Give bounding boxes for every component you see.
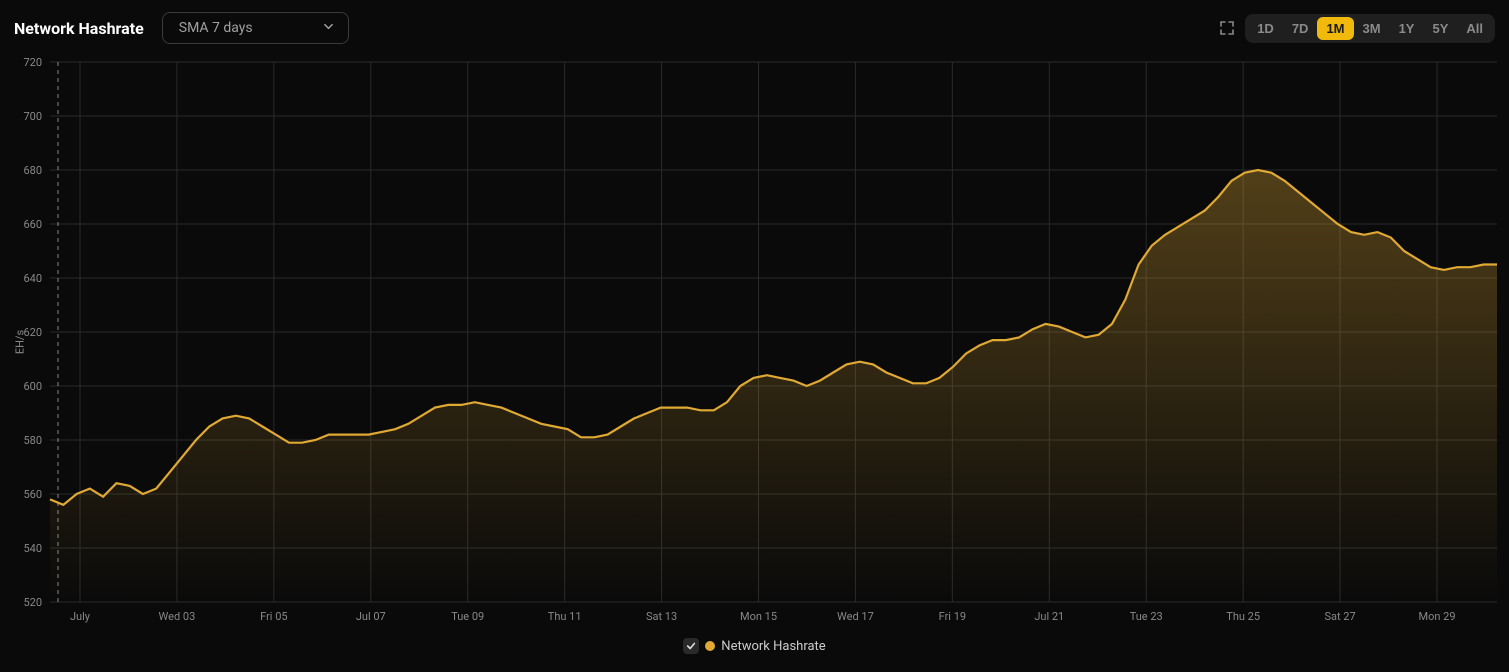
svg-text:600: 600 — [23, 380, 42, 393]
range-button-all[interactable]: All — [1457, 17, 1492, 40]
svg-text:Jul 07: Jul 07 — [356, 610, 386, 623]
svg-text:520: 520 — [23, 596, 42, 609]
chart-title: Network Hashrate — [14, 19, 144, 38]
chart-legend: Network Hashrate — [0, 632, 1509, 654]
header-left: Network Hashrate SMA 7 days — [14, 12, 349, 44]
svg-text:Sat 27: Sat 27 — [1324, 610, 1355, 623]
dropdown-selected-label: SMA 7 days — [179, 20, 253, 36]
y-axis-title: EH/s — [14, 330, 27, 354]
svg-text:Sat 13: Sat 13 — [646, 610, 677, 623]
range-button-1m[interactable]: 1M — [1317, 17, 1353, 40]
chart-area: EH/s 520540560580600620640660680700720Ju… — [0, 52, 1509, 632]
svg-text:680: 680 — [23, 164, 42, 177]
svg-text:Tue 23: Tue 23 — [1130, 610, 1163, 623]
svg-text:Mon 29: Mon 29 — [1418, 610, 1455, 623]
svg-text:700: 700 — [23, 110, 42, 123]
header-right: 1D7D1M3M1Y5YAll — [1215, 14, 1495, 43]
range-button-3m[interactable]: 3M — [1354, 17, 1390, 40]
legend-checkbox[interactable] — [683, 638, 699, 654]
svg-text:Wed 17: Wed 17 — [837, 610, 874, 623]
svg-text:720: 720 — [23, 56, 42, 69]
svg-text:640: 640 — [23, 272, 42, 285]
range-button-1d[interactable]: 1D — [1248, 17, 1283, 40]
svg-text:Fri 05: Fri 05 — [260, 610, 287, 623]
svg-text:560: 560 — [23, 488, 42, 501]
svg-text:Tue 09: Tue 09 — [451, 610, 484, 623]
sma-dropdown[interactable]: SMA 7 days — [162, 12, 349, 44]
hashrate-chart-svg: 520540560580600620640660680700720JulyWed… — [0, 52, 1509, 632]
svg-text:Fri 19: Fri 19 — [939, 610, 966, 623]
legend-color-dot — [705, 641, 715, 651]
svg-text:Mon 15: Mon 15 — [740, 610, 777, 623]
svg-text:Thu 11: Thu 11 — [548, 610, 582, 623]
time-range-group: 1D7D1M3M1Y5YAll — [1245, 14, 1495, 43]
svg-text:Thu 25: Thu 25 — [1226, 610, 1260, 623]
fullscreen-icon[interactable] — [1215, 16, 1239, 40]
svg-text:Wed 03: Wed 03 — [159, 610, 196, 623]
svg-text:580: 580 — [23, 434, 42, 447]
legend-label: Network Hashrate — [721, 639, 825, 654]
svg-text:540: 540 — [23, 542, 42, 555]
chart-header: Network Hashrate SMA 7 days 1D7D1M3M1Y5Y… — [0, 0, 1509, 52]
svg-text:660: 660 — [23, 218, 42, 231]
range-button-5y[interactable]: 5Y — [1423, 17, 1457, 40]
svg-text:Jul 21: Jul 21 — [1034, 610, 1064, 623]
range-button-1y[interactable]: 1Y — [1390, 17, 1424, 40]
range-button-7d[interactable]: 7D — [1283, 17, 1318, 40]
chevron-down-icon — [323, 21, 334, 35]
svg-text:July: July — [70, 610, 91, 623]
